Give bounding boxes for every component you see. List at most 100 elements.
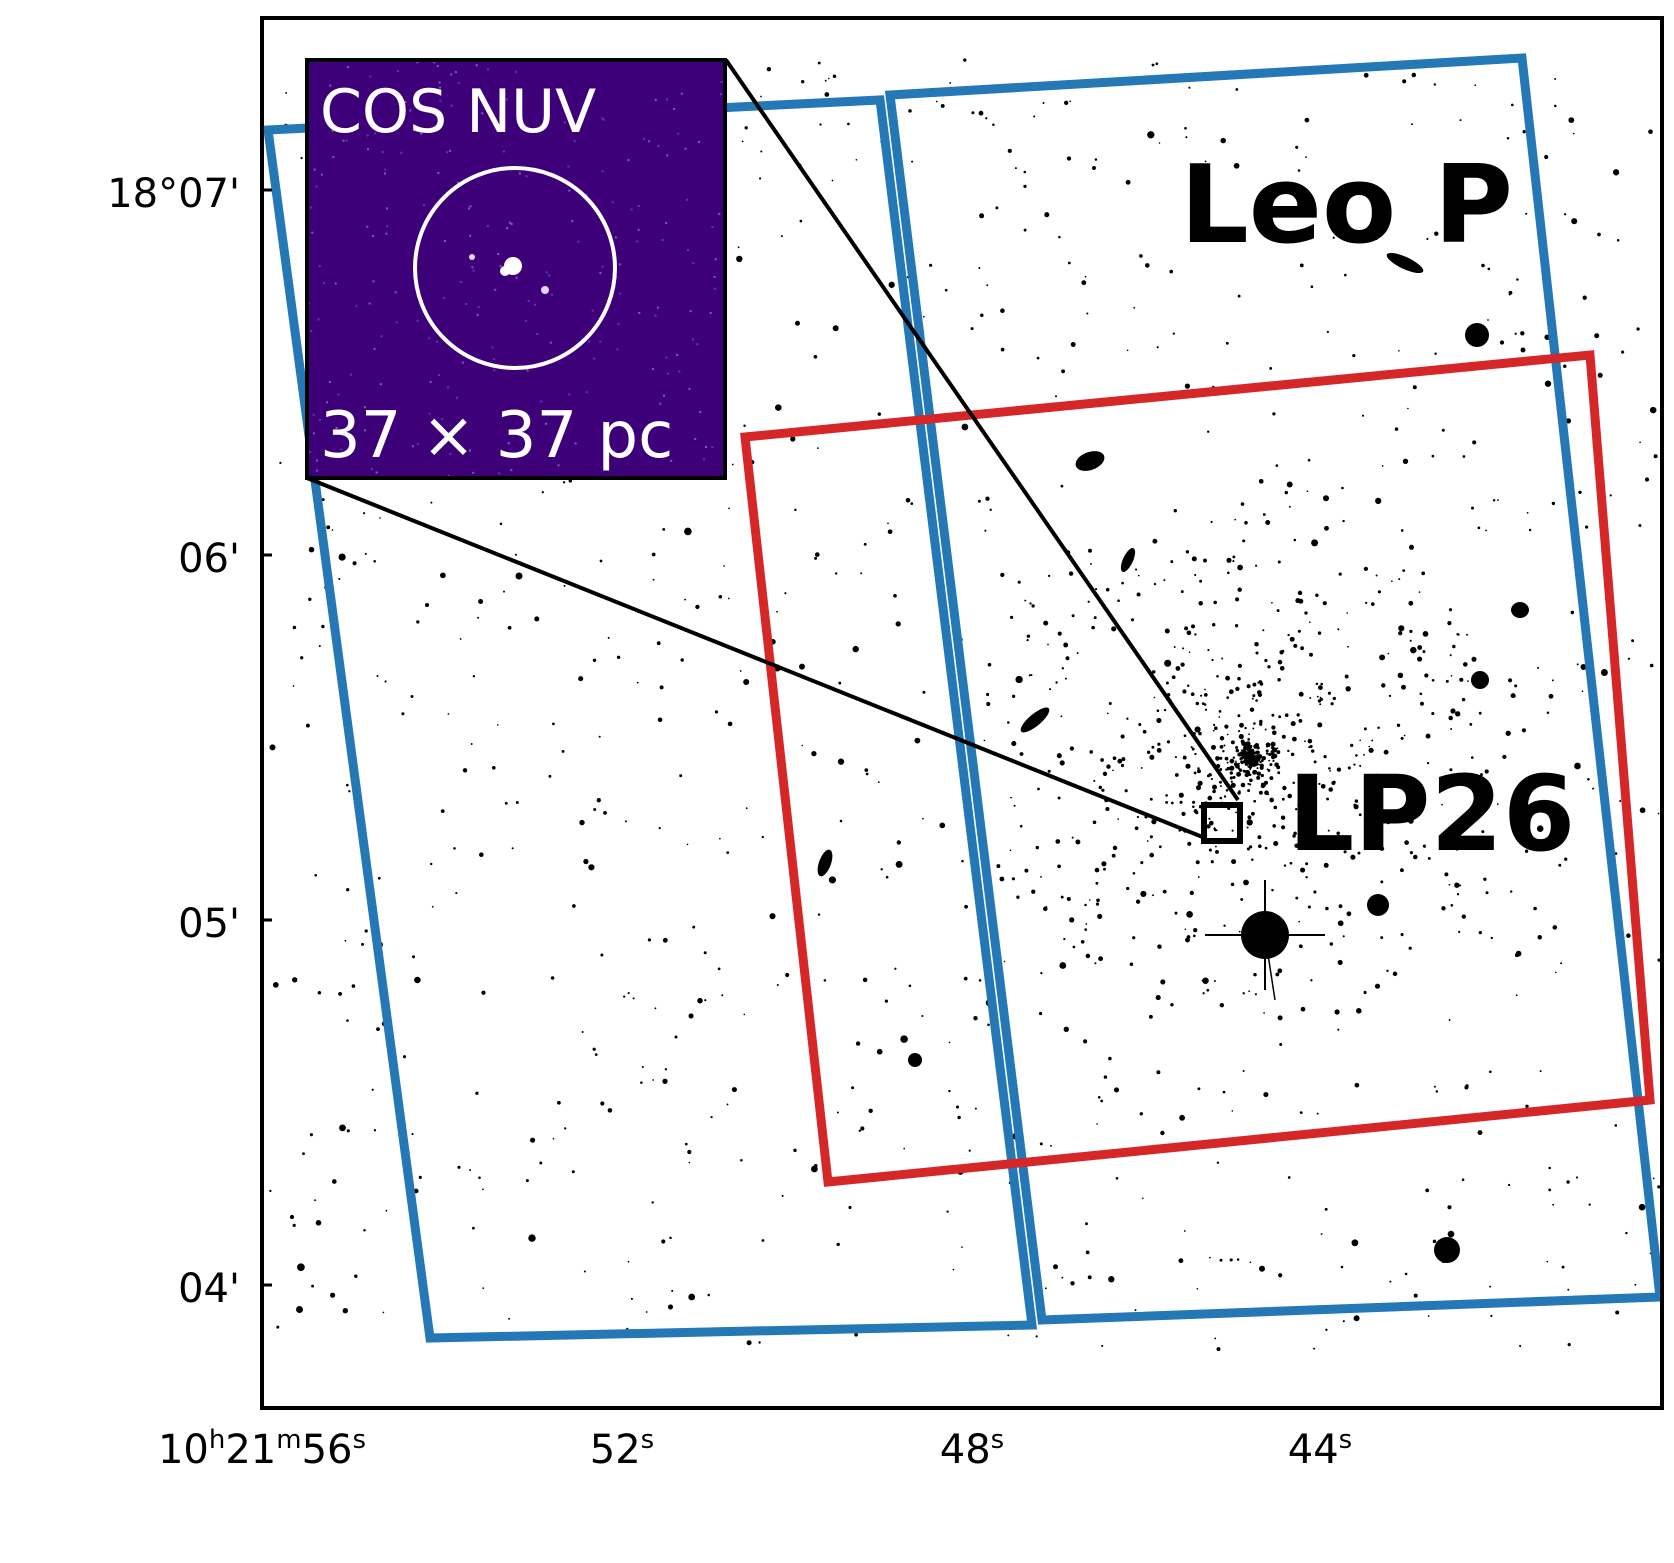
nuv-source [500, 266, 510, 276]
cluster-star [1269, 776, 1274, 781]
field-source [1487, 319, 1489, 321]
field-source [652, 1079, 655, 1081]
field-source [1222, 1090, 1226, 1094]
field-source [1631, 639, 1635, 643]
cluster-star [1308, 621, 1311, 624]
cluster-star [1387, 652, 1390, 655]
inset-noise-pixel [614, 236, 617, 239]
field-source [1053, 1264, 1058, 1270]
inset-noise-pixel [309, 450, 311, 453]
field-source [1038, 1011, 1043, 1016]
field-source [743, 1013, 746, 1016]
cluster-star [1057, 796, 1061, 800]
field-source [839, 819, 843, 823]
inset-noise-pixel [366, 134, 369, 137]
inset-noise-pixel [636, 240, 639, 243]
inset-noise-pixel [437, 172, 440, 174]
field-source [657, 717, 663, 723]
field-source [948, 1041, 951, 1044]
field-source [1117, 818, 1120, 820]
cluster-star [1257, 690, 1262, 695]
cluster-star [1305, 876, 1308, 879]
cluster-star [1313, 760, 1317, 764]
inset-noise-pixel [661, 239, 664, 241]
field-source [1278, 715, 1282, 719]
cluster-star [1264, 790, 1269, 796]
cluster-star [1531, 784, 1534, 788]
nuv-source [469, 254, 475, 260]
inset-noise-pixel [709, 312, 712, 314]
field-source [863, 542, 867, 546]
cluster-star [1191, 747, 1195, 751]
cluster-star [1224, 756, 1229, 761]
field-source [1293, 538, 1297, 542]
cluster-star [1204, 708, 1208, 711]
inset-noise-pixel [369, 75, 372, 78]
field-source [326, 525, 331, 530]
inset-noise-pixel [433, 61, 436, 64]
cluster-star [1408, 600, 1414, 606]
cluster-star [1206, 824, 1211, 829]
field-source [760, 95, 762, 98]
field-source [382, 1311, 385, 1314]
cluster-star [1282, 785, 1287, 791]
ra-tick-label: 52s [590, 1425, 654, 1473]
field-source [345, 783, 349, 787]
cluster-star [1381, 683, 1386, 688]
inset-noise-pixel [580, 114, 583, 117]
inset-noise-pixel [703, 458, 705, 461]
inset-noise-pixel [368, 302, 371, 305]
field-source [339, 1124, 346, 1132]
cluster-star [1249, 778, 1253, 783]
field-source [900, 1035, 908, 1043]
field-source [799, 663, 805, 670]
field-source [1134, 1309, 1137, 1312]
cluster-star [1307, 738, 1313, 744]
cluster-star [1163, 579, 1166, 582]
cluster-star [1026, 638, 1029, 642]
cluster-star [1327, 846, 1331, 850]
field-source [656, 641, 661, 646]
field-source [1313, 1347, 1316, 1350]
dec-tick-label: 04' [178, 1266, 240, 1312]
field-source [1433, 83, 1437, 86]
cluster-star [1165, 794, 1168, 797]
field-source [1452, 644, 1456, 649]
field-source [895, 621, 901, 627]
field-source [1140, 861, 1144, 865]
inset-noise-pixel [540, 400, 543, 403]
cluster-star [1248, 733, 1250, 736]
field-source [1196, 1287, 1199, 1290]
field-source [1126, 886, 1130, 891]
field-source [550, 976, 555, 980]
cluster-star [1276, 747, 1279, 750]
field-source [1371, 739, 1374, 742]
cluster-star [1069, 746, 1075, 751]
field-source [1003, 960, 1006, 963]
cluster-star [1235, 686, 1240, 692]
field-source [598, 735, 601, 738]
field-source [1007, 148, 1012, 153]
field-source [1287, 1176, 1291, 1179]
inset-noise-pixel [347, 66, 350, 69]
cluster-star [1057, 631, 1062, 636]
cluster-star [1100, 758, 1104, 762]
cluster-star [1250, 811, 1255, 816]
field-source [1488, 1070, 1492, 1074]
field-source [1410, 811, 1415, 816]
field-source [592, 658, 597, 663]
cluster-star [1149, 797, 1153, 801]
field-source [674, 1035, 678, 1039]
field-source [1375, 497, 1382, 505]
cluster-star [1231, 768, 1234, 771]
field-source [1334, 1009, 1340, 1015]
inset-noise-pixel [374, 132, 377, 135]
cluster-star [1111, 853, 1116, 858]
cluster-star [1312, 776, 1315, 779]
field-source [496, 724, 499, 726]
field-source [1139, 1112, 1143, 1116]
cluster-star [1265, 749, 1269, 753]
cluster-star [1193, 809, 1198, 814]
field-source [1160, 1130, 1165, 1136]
cluster-star [1179, 800, 1182, 803]
